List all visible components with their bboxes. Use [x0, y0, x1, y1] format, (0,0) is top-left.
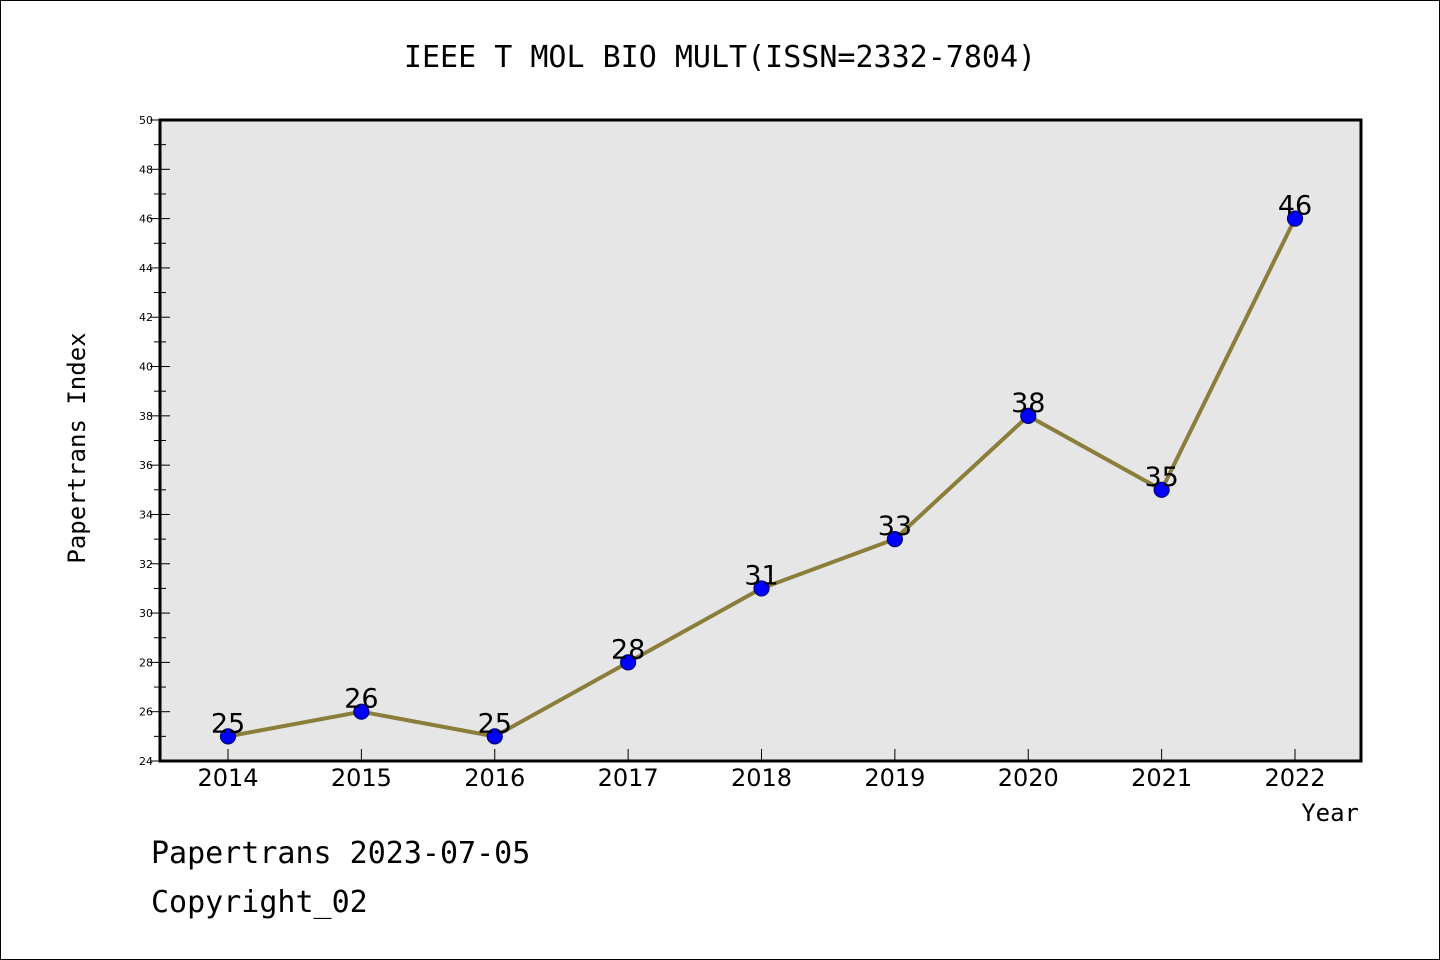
- y-tick-label: 34: [139, 508, 153, 521]
- plot-border: [158, 118, 1363, 763]
- data-label: 46: [1278, 191, 1312, 222]
- footer-date-text: Papertrans 2023-07-05: [151, 836, 531, 871]
- x-tick-label: 2016: [464, 764, 525, 792]
- data-markers: [219, 210, 1304, 745]
- data-point: [353, 703, 370, 720]
- y-tick-label: 30: [139, 607, 153, 620]
- y-tick-label: 44: [139, 262, 153, 275]
- x-tick-label: 2022: [1264, 764, 1325, 792]
- x-axis: 2014 2015 2016 2017 2018 2019 2020 2021 2022: [197, 749, 1326, 792]
- data-label: 25: [211, 708, 245, 739]
- y-tick-label: 32: [139, 558, 153, 571]
- data-label: 26: [344, 684, 378, 715]
- data-point: [886, 531, 903, 548]
- x-tick-label: 2019: [864, 764, 925, 792]
- y-tick-label: 48: [139, 163, 153, 176]
- x-axis-label: Year: [1301, 799, 1359, 827]
- data-label: 35: [1144, 462, 1178, 493]
- data-label: 28: [611, 634, 645, 665]
- plot-area: [160, 120, 1361, 761]
- data-point: [1286, 210, 1304, 227]
- y-tick-label: 38: [139, 410, 153, 423]
- y-tick-label: 40: [139, 361, 153, 374]
- x-tick-label: 2014: [197, 764, 258, 792]
- y-axis-label: Papertrans Index: [63, 332, 91, 563]
- y-tick-label: 46: [139, 213, 153, 226]
- data-labels: 25 26 25 28 31 33 38 35 46: [211, 191, 1312, 740]
- y-tick-label: 24: [139, 755, 153, 768]
- y-axis: 24 26 28 30 32 34 36 38 40 42 44 46 48 50: [139, 114, 170, 768]
- data-label: 38: [1011, 388, 1045, 419]
- footer-copyright-text: Copyright_02: [151, 885, 368, 920]
- y-tick-label: 42: [139, 311, 153, 324]
- x-tick-label: 2021: [1131, 764, 1192, 792]
- data-point: [486, 728, 503, 745]
- x-tick-label: 2020: [998, 764, 1059, 792]
- x-tick-label: 2015: [331, 764, 392, 792]
- data-label: 25: [478, 708, 512, 739]
- x-tick-label: 2017: [598, 764, 659, 792]
- data-point: [1020, 407, 1037, 424]
- data-label: 33: [878, 511, 912, 542]
- y-tick-label: 26: [139, 706, 153, 719]
- data-point: [620, 654, 637, 671]
- data-point: [1153, 481, 1170, 498]
- data-point: [753, 580, 770, 597]
- x-tick-label: 2018: [731, 764, 792, 792]
- y-tick-label: 36: [139, 459, 153, 472]
- y-tick-label: 50: [139, 114, 153, 127]
- chart-title: IEEE T MOL BIO MULT(ISSN=2332-7804): [404, 40, 1036, 75]
- y-tick-label: 28: [139, 656, 153, 669]
- data-label: 31: [744, 560, 778, 591]
- data-point: [219, 728, 237, 745]
